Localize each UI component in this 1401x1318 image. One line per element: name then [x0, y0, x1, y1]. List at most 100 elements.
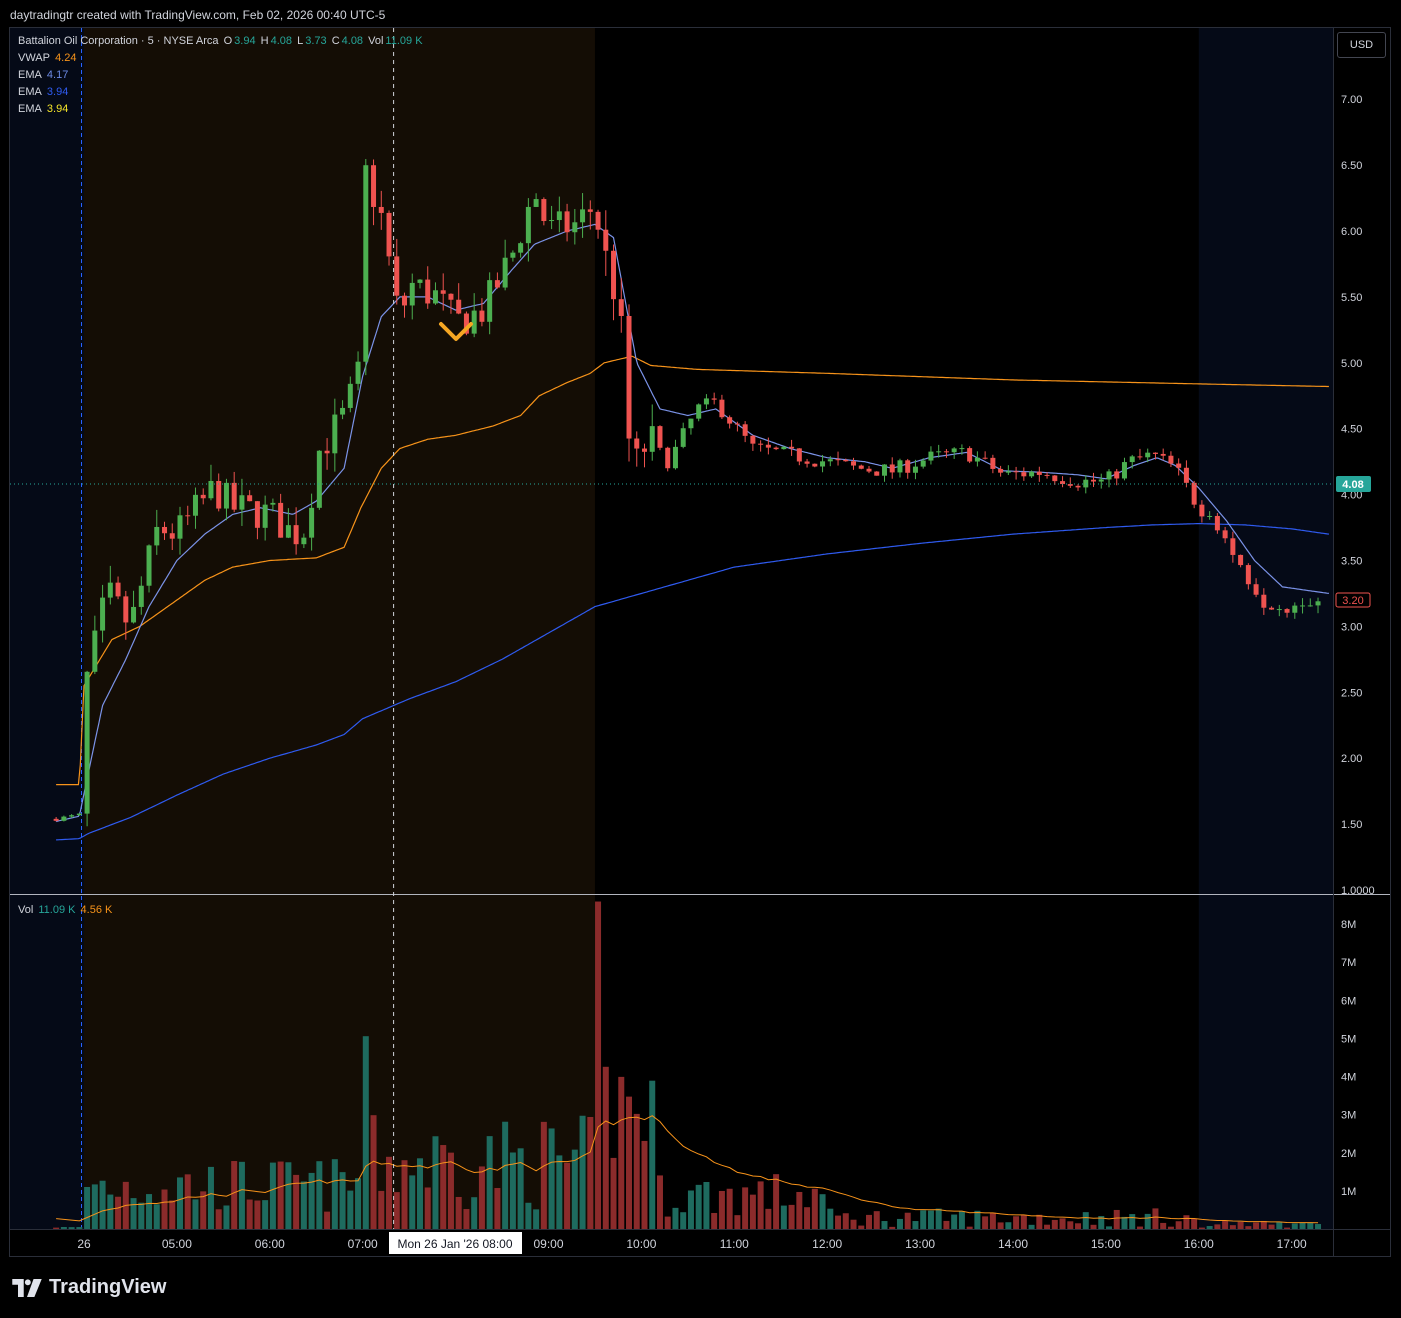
price-tick-label: 1.0000 [1341, 885, 1375, 897]
candle-body [223, 482, 229, 509]
candle-body [634, 438, 640, 449]
volume-bar [509, 1152, 516, 1229]
candle-body [1261, 594, 1267, 608]
volume-tick-label: 4M [1341, 1072, 1356, 1084]
candle-body [262, 504, 268, 528]
candle-body [665, 447, 671, 469]
candle-body [1199, 504, 1205, 517]
volume-bar [912, 1221, 919, 1229]
volume-bar [60, 1226, 67, 1229]
volume-bar [517, 1148, 524, 1229]
candle-body [974, 457, 980, 462]
volume-bar [1191, 1218, 1198, 1229]
candle-body [734, 423, 740, 425]
candle-body [309, 507, 315, 538]
candle-body [518, 243, 524, 253]
volume-bar [540, 1121, 547, 1229]
time-tick-label: 06:00 [255, 1237, 285, 1251]
candle-body [711, 398, 717, 400]
volume-bar [1044, 1224, 1051, 1229]
candle-body [1098, 479, 1104, 482]
candle-body [1106, 471, 1112, 480]
candle-body [1292, 605, 1298, 613]
indicator-legend-vwap[interactable]: VWAP 4.24 [18, 50, 78, 67]
candle-body [843, 459, 849, 462]
candle-body [355, 361, 361, 384]
volume-bar [53, 1227, 60, 1229]
candle-body [107, 582, 113, 598]
indicator-legend-ema-2[interactable]: EMA 3.94 [18, 84, 70, 101]
tradingview-logo: TradingView [12, 1276, 166, 1299]
volume-bar [525, 1202, 532, 1229]
volume-bar [308, 1172, 315, 1229]
candle-body [316, 450, 322, 508]
candle-body [1191, 482, 1197, 505]
volume-bar [200, 1191, 207, 1229]
volume-bar [269, 1162, 276, 1229]
volume-bar [680, 1212, 687, 1229]
candle-body [812, 463, 818, 467]
candle-body [456, 299, 462, 314]
candle-body [742, 424, 748, 436]
volume-bar [176, 1177, 183, 1229]
candle-body [146, 545, 152, 586]
volume-bar [1237, 1221, 1244, 1229]
ema-slow-line [56, 522, 1329, 841]
candle-body [881, 464, 887, 476]
currency-button[interactable]: USD [1337, 32, 1386, 58]
volume-bar [393, 1192, 400, 1229]
candle-body [556, 211, 562, 221]
volume-bar [262, 1200, 269, 1229]
indicator-label: VWAP [18, 52, 50, 64]
volume-bar [502, 1121, 509, 1229]
candle-body [1091, 479, 1097, 482]
volume-bar [293, 1174, 300, 1229]
volume-bar [130, 1198, 137, 1229]
volume-bar [300, 1181, 307, 1229]
candle-body [835, 459, 841, 461]
candle-body [1075, 485, 1081, 488]
candle-body [1176, 463, 1182, 468]
candle-body [1300, 605, 1306, 607]
candle-body [1013, 471, 1019, 473]
volume-bar [494, 1188, 501, 1229]
volume-bar [339, 1172, 346, 1229]
candle-body [657, 426, 663, 448]
volume-bar [1082, 1212, 1089, 1229]
indicator-label: EMA [18, 86, 42, 98]
volume-bar [1075, 1223, 1082, 1229]
symbol-name[interactable]: Battalion Oil Corporation · 5 · NYSE Arc… [18, 35, 219, 47]
volume-legend[interactable]: Vol 11.09 K 4.56 K [18, 902, 114, 919]
volume-bar [788, 1204, 795, 1229]
volume-bar [1144, 1213, 1151, 1229]
candle-body [1245, 565, 1251, 585]
last-price-badge-text: 4.08 [1342, 479, 1363, 491]
candle-body [1222, 530, 1228, 539]
candle-body [641, 448, 647, 452]
candle-body [1021, 472, 1027, 477]
indicator-legend-ema-1[interactable]: EMA 4.17 [18, 67, 70, 84]
volume-bar [571, 1149, 578, 1229]
volume-bar [835, 1215, 842, 1229]
time-tick-label: 12:00 [812, 1237, 842, 1251]
candle-body [100, 597, 106, 631]
price-tick-label: 7.00 [1341, 94, 1362, 106]
volume-bar [804, 1207, 811, 1229]
candle-body [208, 480, 214, 499]
volume-bar [440, 1145, 447, 1229]
candle-body [154, 526, 160, 546]
volume-bar [1291, 1223, 1298, 1229]
candle-body [440, 290, 446, 294]
candle-body [750, 435, 756, 444]
volume-bar [223, 1205, 230, 1229]
volume-bar [1005, 1222, 1012, 1229]
volume-bar [548, 1128, 555, 1229]
candle-body [254, 501, 260, 528]
indicator-legend-ema-3[interactable]: EMA 3.94 [18, 101, 70, 118]
price-tick-label: 3.50 [1341, 556, 1362, 568]
volume-bar [734, 1215, 741, 1229]
volume-bar [277, 1161, 284, 1229]
price-tick-label: 5.00 [1341, 358, 1362, 370]
candle-body [363, 165, 369, 362]
